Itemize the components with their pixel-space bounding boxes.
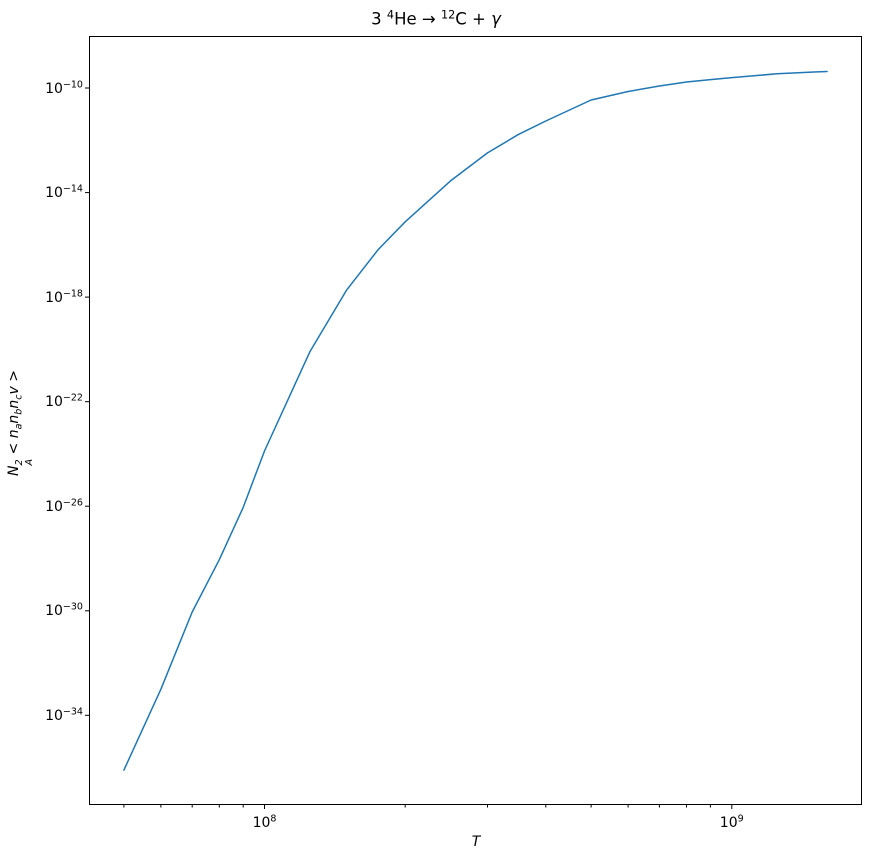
x-tick-label: 108 [252, 813, 277, 831]
rate-curve [123, 70, 828, 771]
y-tick-label: 10−14 [45, 183, 83, 202]
x-axis-label: T [471, 834, 481, 850]
plot-area [89, 36, 862, 805]
y-tick-label: 10−30 [45, 601, 83, 620]
y-tick-label: 10−10 [45, 79, 83, 97]
y-tick-label: 10−22 [45, 392, 83, 411]
y-tick-label: 10−26 [45, 497, 83, 515]
x-tick-label: 109 [719, 813, 744, 831]
y-tick-label: 10−34 [45, 706, 83, 724]
y-tick-label: 10−18 [45, 288, 83, 306]
axis-ticks [85, 87, 733, 809]
chart-title: 3 4He → 12C + γ [371, 8, 501, 29]
